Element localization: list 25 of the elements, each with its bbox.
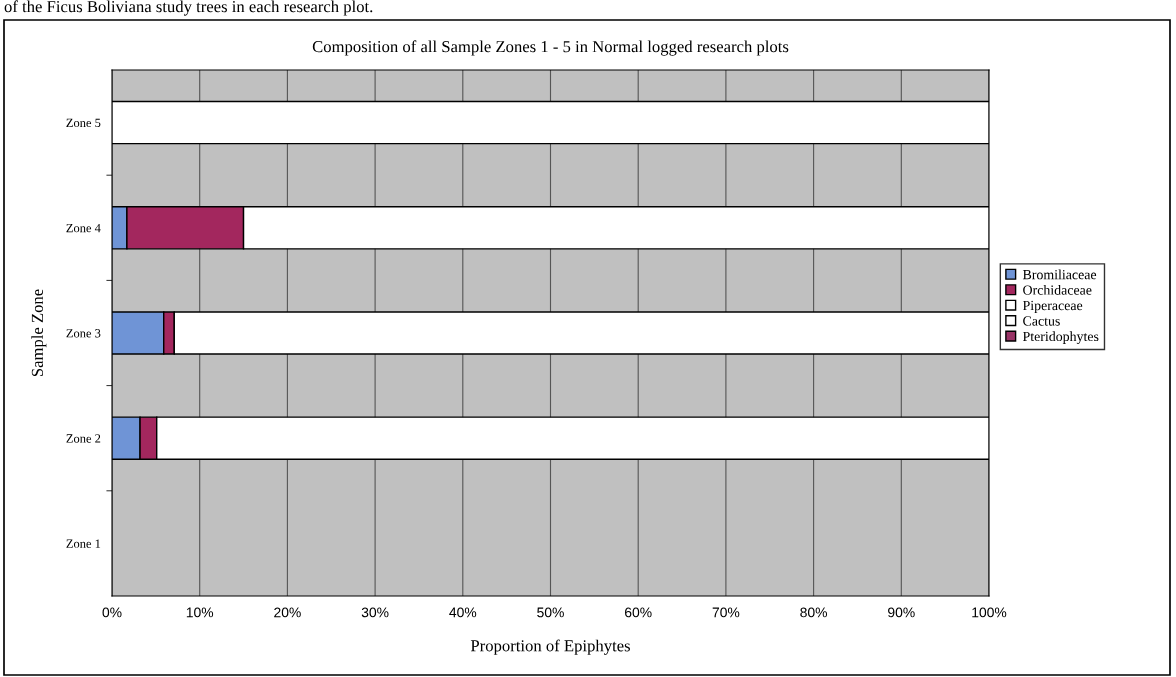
x-tick-label: 80% [800,607,828,618]
x-tick-label: 0% [102,607,122,618]
x-tick-label: 90% [888,607,915,618]
text: of the Ficus Boliviana study trees in each research plot. [4,0,373,16]
legend-label: Piperaceae [1022,300,1083,314]
y-tick-label: Zone 3 [66,329,101,338]
x-tick-label: 70% [712,607,740,618]
y-tick-label: Zone 2 [66,434,101,443]
x-tick-label: 20% [274,607,301,618]
legend-label: Orchidaceae [1023,284,1092,295]
x-tick-label: 10% [186,607,214,618]
y-tick-label: Zone 1 [66,539,101,548]
legend-label: Pteridophytes [1022,331,1099,344]
x-tick-label: 100% [972,607,1007,618]
x-tick-label: 60% [625,607,652,618]
legend-label: Cactus [1023,316,1060,326]
legend-label: Bromiliaceae [1022,269,1097,280]
y-tick-label: Zone 5 [66,118,101,128]
x-tick-label: 30% [361,607,389,618]
y-axis-title: Sample Zone [31,289,47,377]
x-tick-label: 40% [449,607,477,618]
y-tick-label: Zone 4 [66,223,101,233]
x-axis-title: Proportion of Epiphytes [470,639,630,655]
chart-title: Composition of all Sample Zones 1 - 5 in Normal logged research plots [312,40,789,56]
x-tick-label: 50% [537,607,564,618]
